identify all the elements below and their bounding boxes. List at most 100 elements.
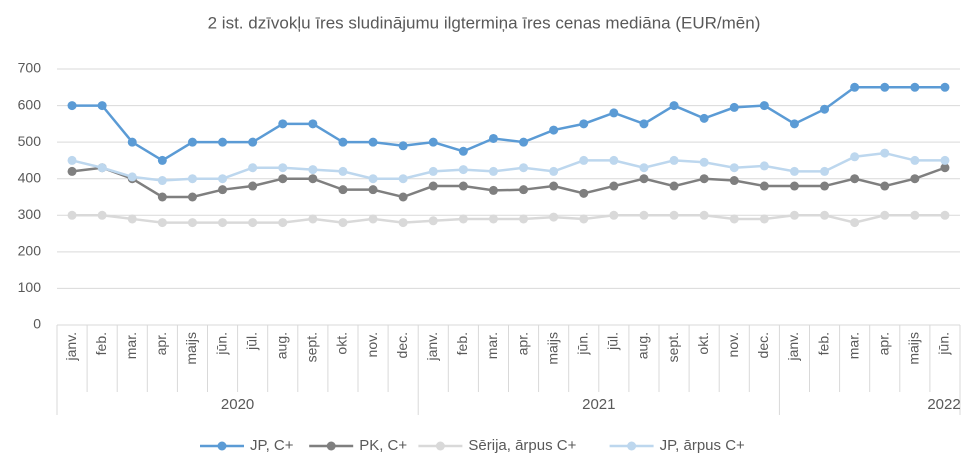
x-tick-label: jūn.: [213, 332, 229, 356]
data-point: [699, 174, 709, 184]
data-point: [639, 174, 649, 184]
y-tick-label: 300: [18, 206, 42, 222]
data-point: [248, 137, 258, 147]
data-point: [187, 174, 197, 184]
x-tick-label: dec.: [394, 332, 410, 358]
x-tick-label: okt.: [695, 332, 711, 355]
data-point: [549, 166, 559, 176]
data-point: [458, 165, 468, 175]
data-point: [127, 214, 137, 224]
data-point: [368, 214, 378, 224]
data-point: [549, 212, 559, 222]
data-point: [609, 155, 619, 165]
data-point: [248, 218, 258, 228]
y-tick-label: 700: [18, 60, 42, 76]
data-point: [278, 119, 288, 129]
x-tick-label: dec.: [755, 332, 771, 358]
x-tick-label: jūn.: [574, 332, 590, 356]
data-point: [97, 210, 107, 220]
data-point: [639, 210, 649, 220]
data-point: [729, 176, 739, 186]
data-point: [579, 214, 589, 224]
legend-marker: [435, 441, 445, 451]
data-point: [759, 181, 769, 191]
legend-label: JP, C+: [250, 437, 294, 454]
data-point: [789, 181, 799, 191]
data-point: [127, 137, 137, 147]
data-point: [398, 192, 408, 202]
data-point: [729, 102, 739, 112]
legend-marker: [217, 441, 227, 451]
data-point: [549, 125, 559, 135]
data-point: [699, 113, 709, 123]
series-line: [72, 86, 945, 162]
legend-marker: [627, 441, 637, 451]
chart-title: 2 ist. dzīvokļu īres sludinājumu ilgterm…: [208, 13, 761, 32]
y-tick-label: 200: [18, 243, 42, 259]
data-point: [338, 218, 348, 228]
x-tick-label: mar.: [845, 332, 861, 359]
data-point: [428, 137, 438, 147]
data-point: [880, 181, 890, 191]
data-point: [940, 163, 950, 173]
x-tick-label: sept.: [665, 332, 681, 362]
legend-label: Sērija, ārpus C+: [468, 437, 576, 454]
y-tick-label: 400: [18, 169, 42, 185]
data-point: [398, 218, 408, 228]
data-point: [669, 181, 679, 191]
x-tick-label: nov.: [725, 332, 741, 357]
data-point: [880, 210, 890, 220]
data-point: [428, 181, 438, 191]
x-tick-label: feb.: [93, 332, 109, 355]
data-point: [428, 166, 438, 176]
data-point: [67, 166, 77, 176]
data-point: [609, 181, 619, 191]
data-point: [880, 82, 890, 92]
data-point: [67, 155, 77, 165]
data-point: [157, 218, 167, 228]
data-point: [218, 218, 228, 228]
data-point: [488, 166, 498, 176]
x-tick-label: sept.: [304, 332, 320, 362]
data-point: [127, 172, 137, 182]
data-point: [308, 165, 318, 175]
data-point: [338, 185, 348, 195]
data-point: [579, 188, 589, 198]
data-point: [218, 185, 228, 195]
data-point: [789, 210, 799, 220]
data-point: [338, 137, 348, 147]
group-label: 2020: [221, 396, 254, 413]
data-point: [609, 210, 619, 220]
data-point: [789, 166, 799, 176]
data-point: [458, 214, 468, 224]
data-point: [218, 174, 228, 184]
data-point: [669, 101, 679, 111]
x-tick-label: feb.: [815, 332, 831, 355]
data-point: [940, 210, 950, 220]
data-point: [579, 155, 589, 165]
x-tick-label: apr.: [514, 332, 530, 355]
x-tick-label: apr.: [153, 332, 169, 355]
data-point: [218, 137, 228, 147]
data-point: [398, 141, 408, 151]
data-point: [729, 214, 739, 224]
data-point: [248, 181, 258, 191]
group-label: 2021: [582, 396, 615, 413]
y-tick-label: 500: [18, 133, 42, 149]
data-point: [639, 119, 649, 129]
data-point: [368, 185, 378, 195]
data-point: [940, 82, 950, 92]
data-point: [157, 155, 167, 165]
data-point: [519, 137, 529, 147]
data-point: [880, 148, 890, 158]
data-point: [368, 137, 378, 147]
data-point: [850, 218, 860, 228]
x-tick-label: maijs: [906, 332, 922, 365]
x-tick-label: janv.: [785, 332, 801, 362]
data-point: [67, 210, 77, 220]
data-point: [488, 214, 498, 224]
legend-label: PK, C+: [359, 437, 407, 454]
data-point: [910, 174, 920, 184]
data-point: [850, 152, 860, 162]
x-tick-label: jūn.: [936, 332, 952, 356]
